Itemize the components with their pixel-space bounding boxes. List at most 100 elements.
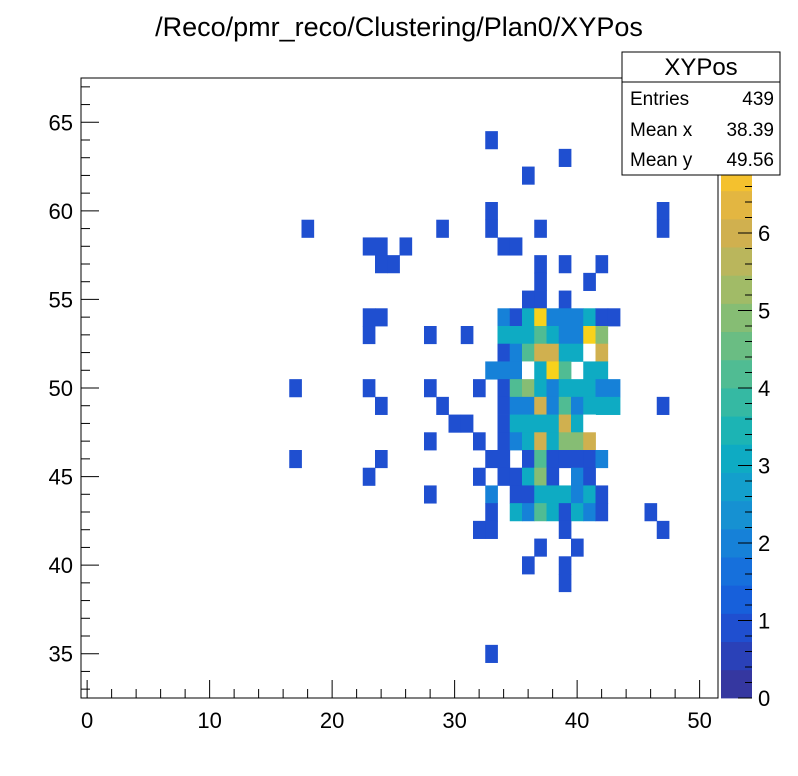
color-scale-tick-label: 3 xyxy=(758,454,770,479)
color-scale-segment xyxy=(721,416,752,445)
heatmap-cell xyxy=(509,308,523,327)
heatmap-cell xyxy=(534,396,547,415)
heatmap-cell xyxy=(571,432,584,451)
heatmap-cell xyxy=(460,326,474,345)
heatmap-cell xyxy=(595,255,609,274)
heatmap-cell xyxy=(522,467,535,486)
heatmap-cell xyxy=(571,414,584,433)
color-scale-segment xyxy=(721,585,752,614)
heatmap-cell xyxy=(558,396,572,415)
y-tick-label: 55 xyxy=(49,287,73,312)
color-scale-segment xyxy=(721,275,752,304)
heatmap-cell xyxy=(644,503,658,522)
heatmap-cell xyxy=(399,237,413,256)
heatmap-cell xyxy=(497,432,511,451)
y-tick-label: 50 xyxy=(49,376,73,401)
heatmap-cell xyxy=(509,432,523,451)
heatmap-cell xyxy=(362,379,376,398)
heatmap-cell xyxy=(497,396,511,415)
heatmap-cell xyxy=(473,520,486,539)
stats-mean-y-label: Mean y xyxy=(630,150,693,171)
heatmap-cell xyxy=(509,237,523,256)
heatmap-cell xyxy=(571,308,584,327)
heatmap-cell xyxy=(485,644,498,663)
heatmap-cell xyxy=(522,556,535,575)
heatmap-cell xyxy=(387,255,400,274)
heatmap-cell xyxy=(558,255,572,274)
heatmap-cell xyxy=(571,538,584,557)
heatmap-cell xyxy=(583,503,596,522)
heatmap-cell xyxy=(607,308,621,327)
heatmap-cell xyxy=(485,520,498,539)
heatmap-cell xyxy=(289,379,302,398)
heatmap-cell xyxy=(595,308,609,327)
heatmap-cell xyxy=(546,361,560,380)
heatmap-cell xyxy=(558,432,572,451)
heatmap-cell xyxy=(595,503,609,522)
heatmap-cell xyxy=(497,326,511,345)
heatmap-cell xyxy=(497,361,511,380)
y-tick-label: 60 xyxy=(49,199,73,224)
heatmap-cell xyxy=(522,290,535,309)
color-scale-tick-label: 0 xyxy=(758,686,770,711)
heatmap-cell xyxy=(595,485,609,504)
heatmap-cell xyxy=(522,396,535,415)
heatmap-cell xyxy=(583,414,596,433)
heatmap-cell xyxy=(522,326,535,345)
heatmap-cell xyxy=(375,237,388,256)
heatmap-cell xyxy=(558,379,572,398)
heatmap-cell xyxy=(534,290,547,309)
y-tick-label: 65 xyxy=(49,110,73,135)
heatmap-cell xyxy=(424,432,437,451)
heatmap-cell xyxy=(546,467,560,486)
heatmap-cell xyxy=(546,379,560,398)
color-scale-tick-label: 2 xyxy=(758,531,770,556)
color-scale-segment xyxy=(721,247,752,276)
heatmap-cell xyxy=(583,308,596,327)
heatmap-cell xyxy=(497,450,511,469)
heatmap-cell xyxy=(497,467,511,486)
heatmap-cell xyxy=(583,379,596,398)
y-tick-label: 35 xyxy=(49,642,73,667)
heatmap-cell xyxy=(656,396,670,415)
heatmap-cell xyxy=(534,538,547,557)
stats-title: XYPos xyxy=(664,54,737,81)
heatmap-cell xyxy=(607,396,621,415)
color-scale-axis: 01234567 xyxy=(738,93,770,711)
heatmap-cell xyxy=(595,326,609,345)
heatmap-cell xyxy=(571,396,584,415)
heatmap-cell xyxy=(473,379,486,398)
heatmap-cell xyxy=(485,503,498,522)
heatmap-cell xyxy=(509,396,523,415)
color-scale-segment xyxy=(721,613,752,643)
heatmap-cell xyxy=(558,556,572,575)
heatmap-cell xyxy=(534,219,547,238)
heatmap-cell xyxy=(534,432,547,451)
heatmap-cell xyxy=(424,326,437,345)
heatmap-cell xyxy=(509,503,523,522)
heatmap-cell xyxy=(362,467,376,486)
heatmap-cell xyxy=(546,503,560,522)
heatmap-cell xyxy=(509,485,523,504)
color-scale-segment xyxy=(721,500,752,530)
heatmap-cells xyxy=(289,131,670,663)
heatmap-cell xyxy=(485,450,498,469)
heatmap-cell xyxy=(583,432,596,451)
x-tick-label: 20 xyxy=(320,708,344,733)
heatmap-cell xyxy=(558,148,572,167)
heatmap-cell xyxy=(546,343,560,362)
color-scale-segment xyxy=(721,444,752,473)
color-scale-tick-label: 4 xyxy=(758,376,770,401)
heatmap-cell xyxy=(583,396,596,415)
heatmap-cell xyxy=(497,308,511,327)
heatmap-cell xyxy=(497,414,511,433)
heatmap-cell xyxy=(509,467,523,486)
heatmap-cell xyxy=(485,131,498,150)
stats-entries-value: 439 xyxy=(742,89,774,110)
heatmap-cell xyxy=(375,396,388,415)
stats-entries-label: Entries xyxy=(630,89,689,110)
heatmap-cell xyxy=(534,326,547,345)
heatmap-cell xyxy=(546,450,560,469)
stats-mean-y-value: 49.56 xyxy=(726,150,774,171)
